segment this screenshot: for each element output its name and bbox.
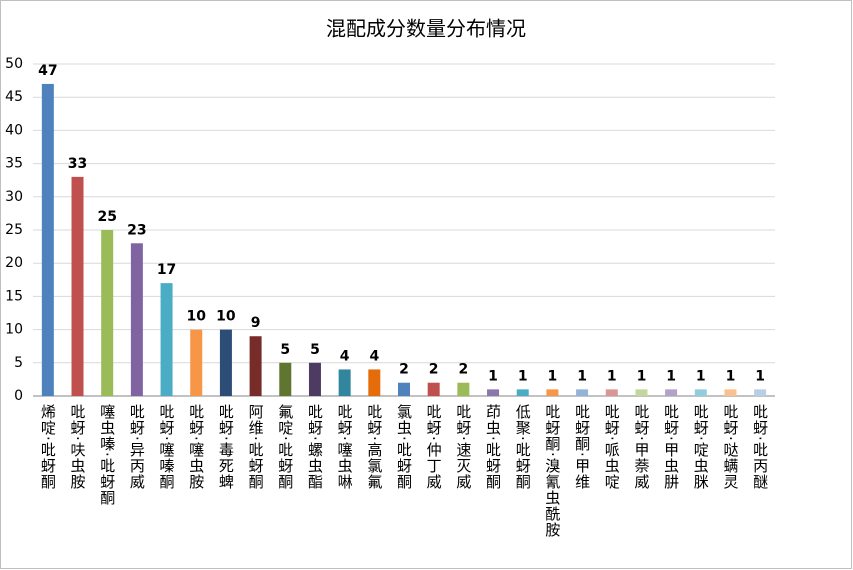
value-label: 1 (518, 368, 528, 384)
value-label: 2 (429, 362, 439, 378)
value-label: 1 (607, 368, 617, 384)
x-tick-label: 吡蚜·速灭威 (454, 404, 472, 490)
bar (130, 243, 143, 396)
x-tick-label: 吡蚜·高氯氟 (365, 404, 383, 490)
x-tick-label: 吡蚜·呋虫胺 (69, 404, 87, 490)
value-label: 10 (186, 309, 206, 325)
x-tick-label: 吡蚜·仲丁威 (425, 404, 443, 490)
x-tick-label: 吡蚜·哌虫啶 (603, 404, 621, 490)
y-tick-label: 15 (5, 288, 23, 304)
x-tick-label: 噻虫嗪·吡蚜酮 (98, 403, 116, 506)
value-label: 2 (399, 362, 409, 378)
chart-title: 混配成分数量分布情况 (326, 17, 526, 41)
bar (427, 382, 440, 396)
value-label: 9 (251, 315, 261, 331)
x-tick-label: 吡蚜·毒死蜱 (217, 404, 235, 490)
value-label: 1 (637, 368, 647, 384)
bar (694, 389, 707, 396)
bar (724, 389, 737, 396)
value-label: 5 (310, 342, 320, 358)
value-label: 2 (458, 362, 468, 378)
value-label: 1 (666, 368, 676, 384)
y-tick-label: 10 (5, 322, 23, 338)
value-label: 1 (696, 368, 706, 384)
x-tick-label: 低聚·吡蚜酮 (514, 404, 532, 490)
y-tick-label: 25 (5, 222, 23, 238)
x-tick-label: 吡蚜酮·甲维 (573, 404, 591, 490)
x-tick-label: 烯啶·吡蚜酮 (39, 404, 57, 490)
bar (605, 389, 618, 396)
y-tick-label: 5 (14, 355, 23, 371)
bar (487, 389, 500, 396)
value-label: 1 (577, 368, 587, 384)
value-label: 25 (97, 209, 116, 225)
y-tick-label: 20 (5, 255, 23, 271)
value-label: 17 (157, 262, 176, 278)
bar (665, 389, 678, 396)
value-label: 23 (127, 222, 146, 238)
bar (190, 329, 203, 396)
x-tick-label: 吡蚜·啶虫脒 (692, 404, 710, 490)
bar (457, 382, 470, 396)
bar (338, 369, 351, 396)
value-label: 33 (68, 156, 87, 172)
x-tick-label: 氟啶·吡蚜酮 (276, 404, 294, 490)
value-label: 47 (38, 63, 57, 79)
bar (516, 389, 529, 396)
bar (546, 389, 559, 396)
bar (41, 83, 54, 397)
value-label: 1 (548, 368, 558, 384)
x-tick-label: 吡蚜·噻嗪酮 (158, 404, 176, 490)
bar (635, 389, 648, 396)
x-tick-label: 吡蚜·甲虫肼 (662, 404, 680, 490)
bar (71, 176, 84, 396)
bar (219, 329, 232, 396)
bar (754, 389, 767, 396)
x-tick-label: 吡蚜·异丙威 (128, 404, 146, 490)
bar (101, 230, 114, 396)
value-label: 10 (216, 309, 236, 325)
y-tick-label: 30 (5, 189, 23, 205)
x-tick-label: 吡蚜酮·溴氰虫酰胺 (543, 404, 561, 538)
value-label: 1 (488, 368, 498, 384)
value-label: 5 (280, 342, 290, 358)
value-label: 1 (726, 368, 736, 384)
x-tick-label: 吡蚜·吡丙醚 (751, 404, 769, 490)
x-tick-label: 吡蚜·螺虫酯 (306, 404, 324, 490)
value-label: 4 (340, 348, 350, 364)
y-tick-label: 45 (5, 89, 23, 105)
bar (368, 369, 381, 396)
x-tick-label: 吡蚜·哒螨灵 (721, 404, 739, 490)
bar (279, 362, 292, 396)
x-tick-label: 吡蚜·噻虫啉 (336, 404, 354, 490)
x-tick-label: 吡蚜·噻虫胺 (187, 404, 205, 490)
bar (308, 362, 321, 396)
y-tick-label: 40 (5, 122, 23, 138)
y-tick-label: 0 (14, 388, 23, 404)
value-label: 4 (369, 348, 379, 364)
x-tick-label: 吡蚜·甲萘威 (632, 404, 650, 490)
x-tick-label: 阿维·吡蚜酮 (247, 404, 265, 490)
bar (249, 336, 262, 396)
y-tick-label: 50 (5, 56, 23, 72)
bar (576, 389, 589, 396)
x-tick-label: 茚虫·吡蚜酮 (484, 404, 502, 490)
bar (398, 382, 410, 396)
y-tick-label: 35 (5, 156, 23, 172)
bar (160, 283, 173, 396)
value-label: 1 (755, 368, 765, 384)
x-tick-label: 氯虫·吡蚜酮 (395, 404, 413, 490)
